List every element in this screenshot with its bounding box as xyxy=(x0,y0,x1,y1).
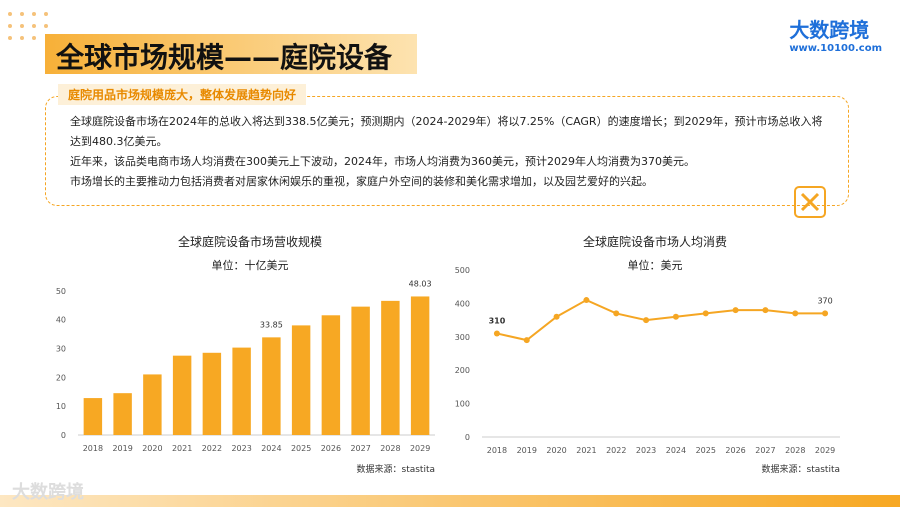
x-tick-label: 2023 xyxy=(636,446,656,455)
logo: 大数跨境 www.10100.com xyxy=(789,14,882,54)
y-tick-label: 300 xyxy=(455,333,470,342)
x-tick-label: 2027 xyxy=(755,446,775,455)
value-label: 370 xyxy=(817,296,832,305)
x-tick-label: 2019 xyxy=(112,444,132,453)
point xyxy=(822,310,829,317)
x-tick-label: 2026 xyxy=(725,446,745,455)
chart-title: 全球庭院设备市场人均消费 xyxy=(583,234,727,249)
paragraph: 近年来，该品类电商市场人均消费在300美元上下波动，2024年，市场人均消费为3… xyxy=(70,155,695,168)
bar xyxy=(202,352,222,435)
y-tick-label: 50 xyxy=(56,287,66,296)
bar xyxy=(291,325,311,435)
bottom-bar xyxy=(0,495,900,507)
chart-subtitle: 单位：美元 xyxy=(628,258,683,272)
x-tick-label: 2023 xyxy=(231,444,251,453)
x-tick-label: 2029 xyxy=(815,446,835,455)
y-tick-label: 500 xyxy=(455,266,470,275)
paragraph: 市场增长的主要推动力包括消费者对居家休闲娱乐的重视，家庭户外空间的装修和美化需求… xyxy=(70,175,653,188)
x-tick-label: 2018 xyxy=(487,446,507,455)
source: 数据来源：stastita xyxy=(357,463,436,475)
x-tick-label: 2018 xyxy=(83,444,103,453)
bar xyxy=(381,300,400,435)
title-band xyxy=(45,34,417,74)
point xyxy=(583,297,590,304)
x-tick-label: 2029 xyxy=(410,444,430,453)
value-label: 48.03 xyxy=(409,279,432,288)
summary-text: 全球庭院设备市场在2024年的总收入将达到338.5亿美元；预测期内（2024-… xyxy=(70,112,830,192)
x-tick-label: 2026 xyxy=(321,444,341,453)
y-tick-label: 200 xyxy=(455,366,470,375)
y-tick-label: 20 xyxy=(56,373,66,382)
logo-name: 大数跨境 xyxy=(789,18,870,42)
bar xyxy=(172,355,192,435)
dots xyxy=(8,12,48,40)
point xyxy=(553,313,560,320)
x-tick-label: 2020 xyxy=(142,444,162,453)
point xyxy=(732,307,739,314)
x-tick-label: 2022 xyxy=(606,446,626,455)
logo-url: www.10100.com xyxy=(789,43,882,54)
bar xyxy=(113,393,132,435)
y-tick-label: 10 xyxy=(56,402,66,411)
point xyxy=(702,310,709,317)
bar xyxy=(83,398,103,435)
x-tick-label: 2028 xyxy=(380,444,400,453)
point xyxy=(792,310,799,317)
bar xyxy=(321,315,341,435)
bar xyxy=(351,306,370,435)
x-tick-label: 2021 xyxy=(576,446,596,455)
point xyxy=(613,310,620,317)
x-tick-label: 2028 xyxy=(785,446,805,455)
y-tick-label: 30 xyxy=(56,344,66,353)
x-tick-label: 2027 xyxy=(350,444,370,453)
point xyxy=(672,313,679,320)
x-tick-label: 2024 xyxy=(261,444,281,453)
bar xyxy=(143,374,162,435)
y-tick-label: 0 xyxy=(465,433,470,442)
page-title: 全球市场规模——庭院设备 xyxy=(56,41,393,74)
x-tick-label: 2019 xyxy=(517,446,537,455)
point xyxy=(643,317,650,324)
y-tick-label: 0 xyxy=(61,431,66,440)
x-tick-label: 2024 xyxy=(666,446,686,455)
line xyxy=(496,298,826,342)
chart-subtitle: 单位：十亿美元 xyxy=(212,258,289,272)
source: 数据来源：stastita xyxy=(762,463,841,475)
bar xyxy=(410,296,430,435)
bar xyxy=(232,347,251,435)
value-label: 310 xyxy=(489,316,506,325)
paragraph: 全球庭院设备市场在2024年的总收入将达到338.5亿美元；预测期内（2024-… xyxy=(70,115,823,148)
value-label: 33.85 xyxy=(260,320,283,329)
x-tick-label: 2021 xyxy=(172,444,192,453)
tool-icon xyxy=(794,186,826,218)
x-tick-label: 2020 xyxy=(546,446,566,455)
x-tick-label: 2025 xyxy=(696,446,716,455)
point xyxy=(493,330,500,337)
y-tick-label: 400 xyxy=(455,299,470,308)
x-tick-label: 2022 xyxy=(202,444,222,453)
y-tick-label: 100 xyxy=(455,400,470,409)
point xyxy=(523,337,530,344)
summary-box xyxy=(45,96,849,206)
point xyxy=(762,307,769,314)
bar xyxy=(262,337,281,435)
summary-title: 庭院用品市场规模庞大，整体发展趋势向好 xyxy=(58,84,307,105)
x-tick-label: 2025 xyxy=(291,444,311,453)
y-tick-label: 40 xyxy=(56,316,66,325)
chart-title: 全球庭院设备市场营收规模 xyxy=(178,234,322,249)
watermark: 大数跨境 xyxy=(12,482,84,503)
